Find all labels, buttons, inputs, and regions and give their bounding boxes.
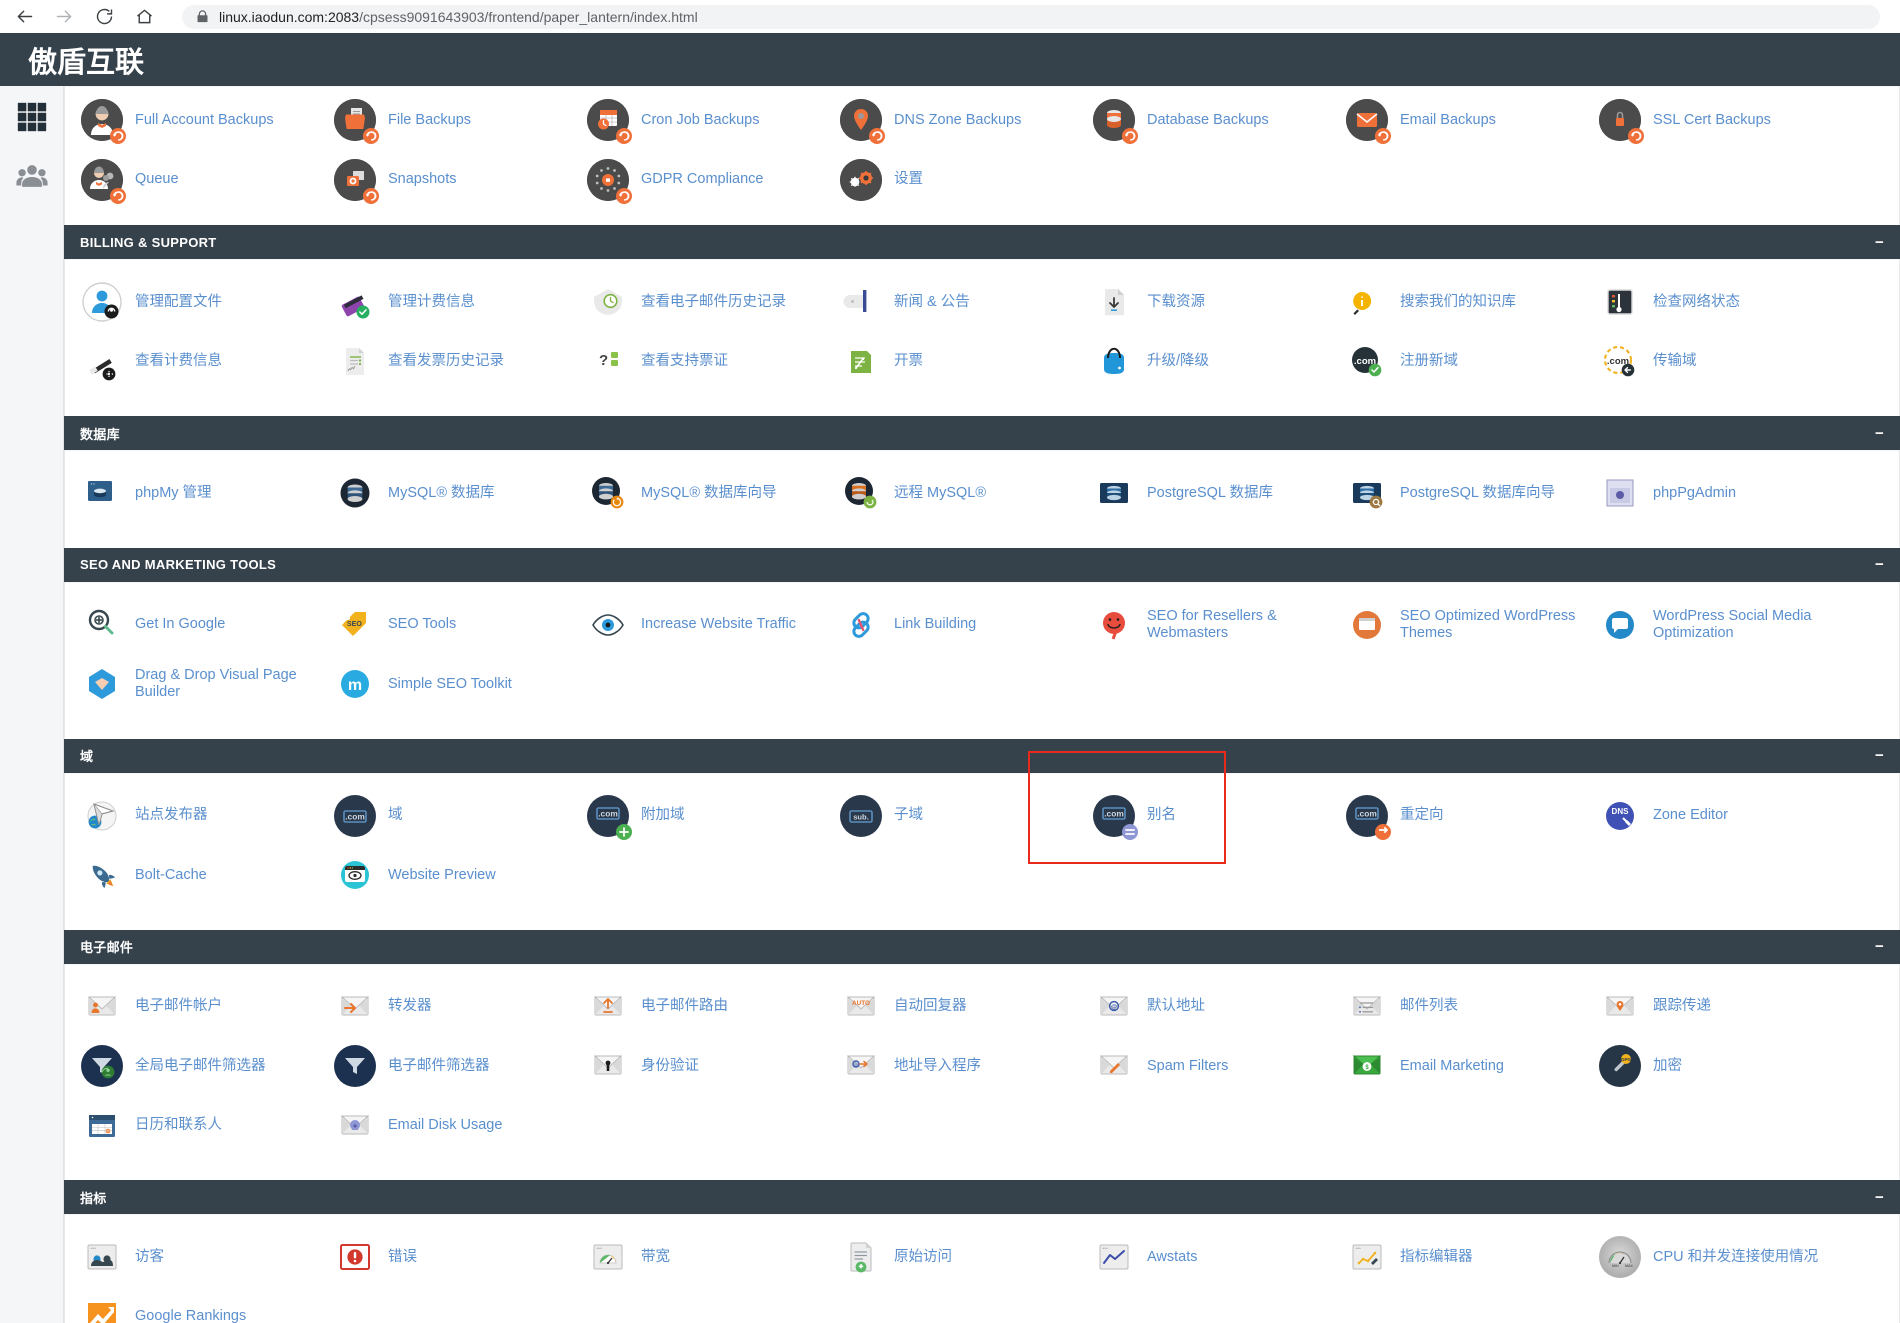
- svg-text:SEO: SEO: [347, 621, 362, 628]
- svg-text:sub.: sub.: [853, 812, 869, 821]
- svg-text:?: ?: [599, 352, 608, 369]
- svg-text:@: @: [854, 1062, 859, 1067]
- svg-text:MAX: MAX: [1625, 1264, 1633, 1268]
- svg-text:GPG: GPG: [1621, 1057, 1632, 1062]
- svg-text:AUTO: AUTO: [852, 1000, 870, 1007]
- svg-text:.com: .com: [345, 811, 365, 821]
- svg-text:.com: .com: [1357, 808, 1377, 818]
- svg-text:@: @: [1111, 1004, 1117, 1010]
- svg-text:m: m: [348, 677, 362, 694]
- svg-text:MIN: MIN: [1612, 1264, 1619, 1268]
- svg-text:.com: .com: [598, 808, 618, 818]
- svg-text:@: @: [106, 1129, 110, 1133]
- svg-text:DNS: DNS: [1612, 807, 1630, 816]
